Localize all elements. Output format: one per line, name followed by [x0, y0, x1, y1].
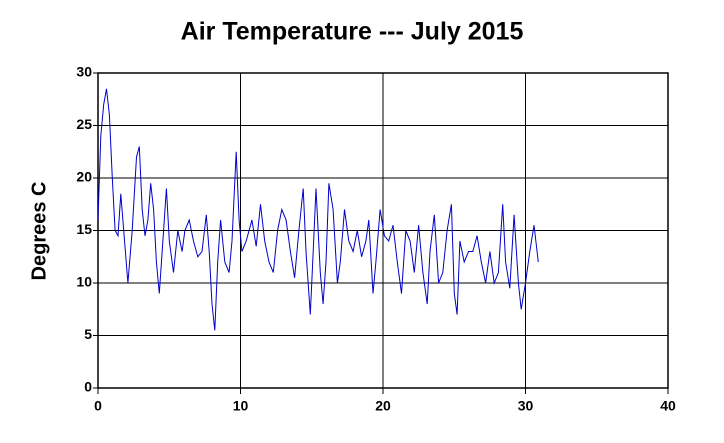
- x-tick-label: 10: [233, 398, 249, 414]
- y-axis-label: Degrees C: [28, 182, 50, 281]
- y-tick-label: 0: [84, 379, 92, 395]
- x-tick-label: 20: [375, 398, 391, 414]
- y-tick-label: 15: [76, 221, 92, 237]
- y-tick-label: 25: [76, 116, 92, 132]
- y-tick-label: 10: [76, 274, 92, 290]
- x-tick-label: 30: [518, 398, 534, 414]
- x-tick-label: 40: [660, 398, 676, 414]
- plot-frame: [97, 72, 669, 389]
- y-tick-label: 5: [84, 326, 92, 342]
- data-line: [97, 88, 539, 331]
- chart-title: Air Temperature --- July 2015: [181, 18, 524, 46]
- x-tick-label: 0: [94, 398, 102, 414]
- y-tick-label: 30: [76, 64, 92, 80]
- y-tick-label: 20: [76, 169, 92, 185]
